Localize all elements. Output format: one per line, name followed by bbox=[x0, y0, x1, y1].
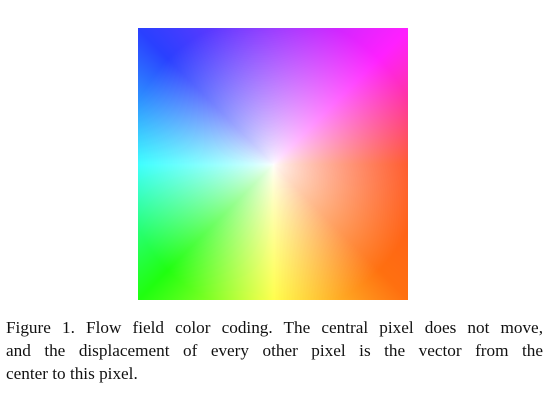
flow-color-wheel-canvas bbox=[138, 28, 408, 300]
caption-line-1: Figure 1. Flow field color coding. The c… bbox=[6, 318, 543, 337]
caption-line-2: and the displacement of every other pixe… bbox=[6, 341, 543, 360]
caption-line-3: center to this pixel. bbox=[6, 364, 138, 383]
figure-caption: Figure 1. Flow field color coding. The c… bbox=[6, 316, 543, 385]
flow-color-wheel-figure bbox=[138, 28, 408, 300]
